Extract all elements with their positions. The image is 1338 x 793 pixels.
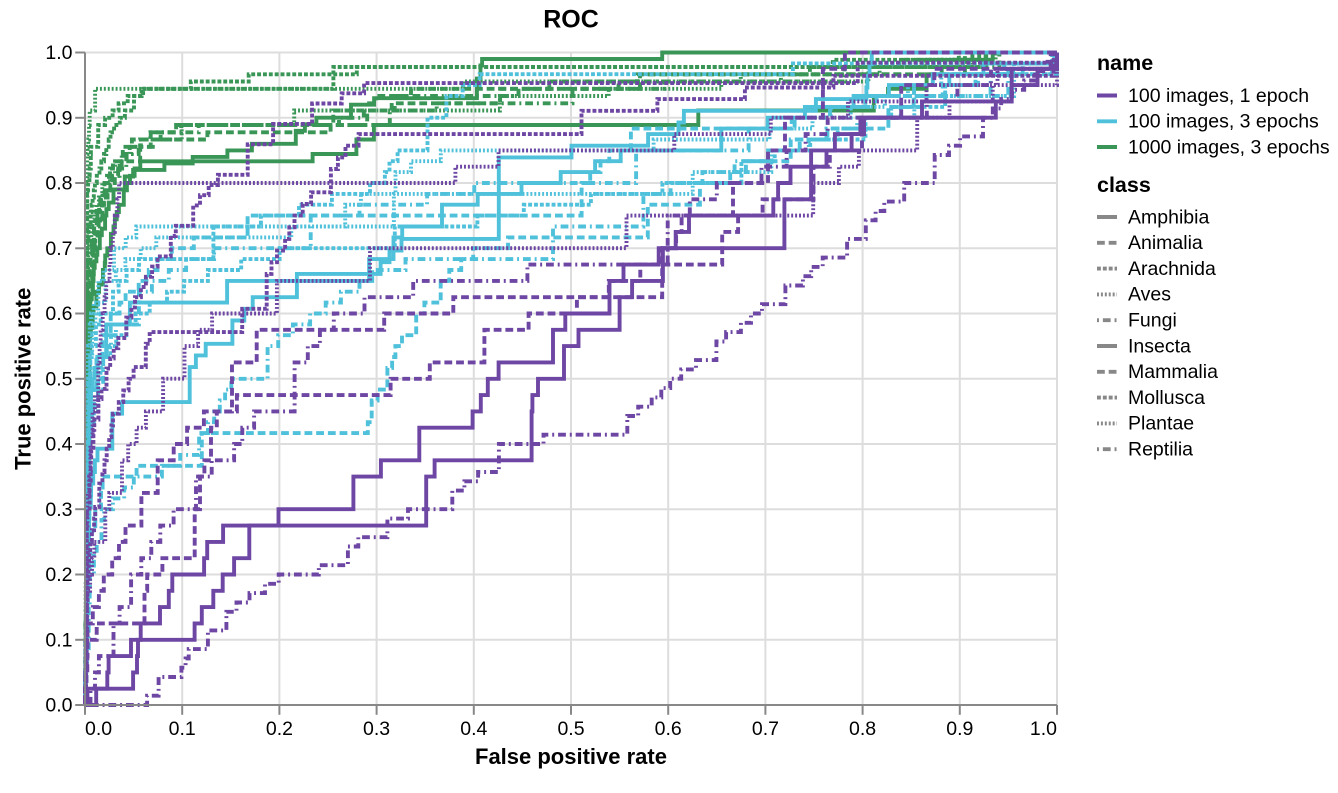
svg-text:0.3: 0.3: [45, 499, 72, 521]
svg-text:1.0: 1.0: [1030, 718, 1057, 740]
svg-text:Aves: Aves: [1128, 284, 1171, 306]
svg-text:100 images, 3 epochs: 100 images, 3 epochs: [1128, 111, 1319, 133]
svg-text:Plantae: Plantae: [1128, 413, 1194, 435]
svg-text:1000 images, 3 epochs: 1000 images, 3 epochs: [1128, 136, 1330, 158]
svg-text:0.6: 0.6: [655, 718, 682, 740]
svg-text:0.2: 0.2: [45, 564, 72, 586]
svg-text:0.2: 0.2: [266, 718, 293, 740]
svg-text:0.4: 0.4: [460, 718, 487, 740]
svg-text:Mollusca: Mollusca: [1128, 387, 1205, 409]
svg-text:0.7: 0.7: [752, 718, 779, 740]
svg-text:0.0: 0.0: [45, 695, 72, 717]
svg-text:Insecta: Insecta: [1128, 335, 1191, 357]
svg-text:name: name: [1097, 51, 1153, 75]
svg-text:class: class: [1097, 173, 1151, 197]
svg-text:Amphibia: Amphibia: [1128, 206, 1209, 228]
svg-text:Fungi: Fungi: [1128, 310, 1177, 332]
svg-text:0.1: 0.1: [45, 629, 72, 651]
svg-text:False positive rate: False positive rate: [475, 744, 667, 769]
svg-text:Mammalia: Mammalia: [1128, 361, 1218, 383]
svg-text:Reptilia: Reptilia: [1128, 439, 1193, 461]
svg-text:0.5: 0.5: [557, 718, 584, 740]
svg-text:0.7: 0.7: [45, 238, 72, 260]
svg-text:0.3: 0.3: [363, 718, 390, 740]
svg-text:True positive rate: True positive rate: [11, 288, 36, 470]
svg-text:ROC: ROC: [543, 6, 599, 34]
svg-text:0.9: 0.9: [946, 718, 973, 740]
svg-text:1.0: 1.0: [45, 42, 72, 64]
svg-text:0.5: 0.5: [45, 368, 72, 390]
svg-text:0.4: 0.4: [45, 434, 72, 456]
svg-text:0.8: 0.8: [45, 173, 72, 195]
svg-text:0.8: 0.8: [849, 718, 876, 740]
svg-text:0.9: 0.9: [45, 107, 72, 129]
svg-text:Arachnida: Arachnida: [1128, 258, 1216, 280]
svg-text:Animalia: Animalia: [1128, 232, 1203, 254]
svg-text:0.0: 0.0: [85, 718, 112, 740]
svg-text:0.6: 0.6: [45, 303, 72, 325]
svg-text:0.1: 0.1: [169, 718, 196, 740]
svg-text:100 images, 1 epoch: 100 images, 1 epoch: [1128, 85, 1309, 107]
